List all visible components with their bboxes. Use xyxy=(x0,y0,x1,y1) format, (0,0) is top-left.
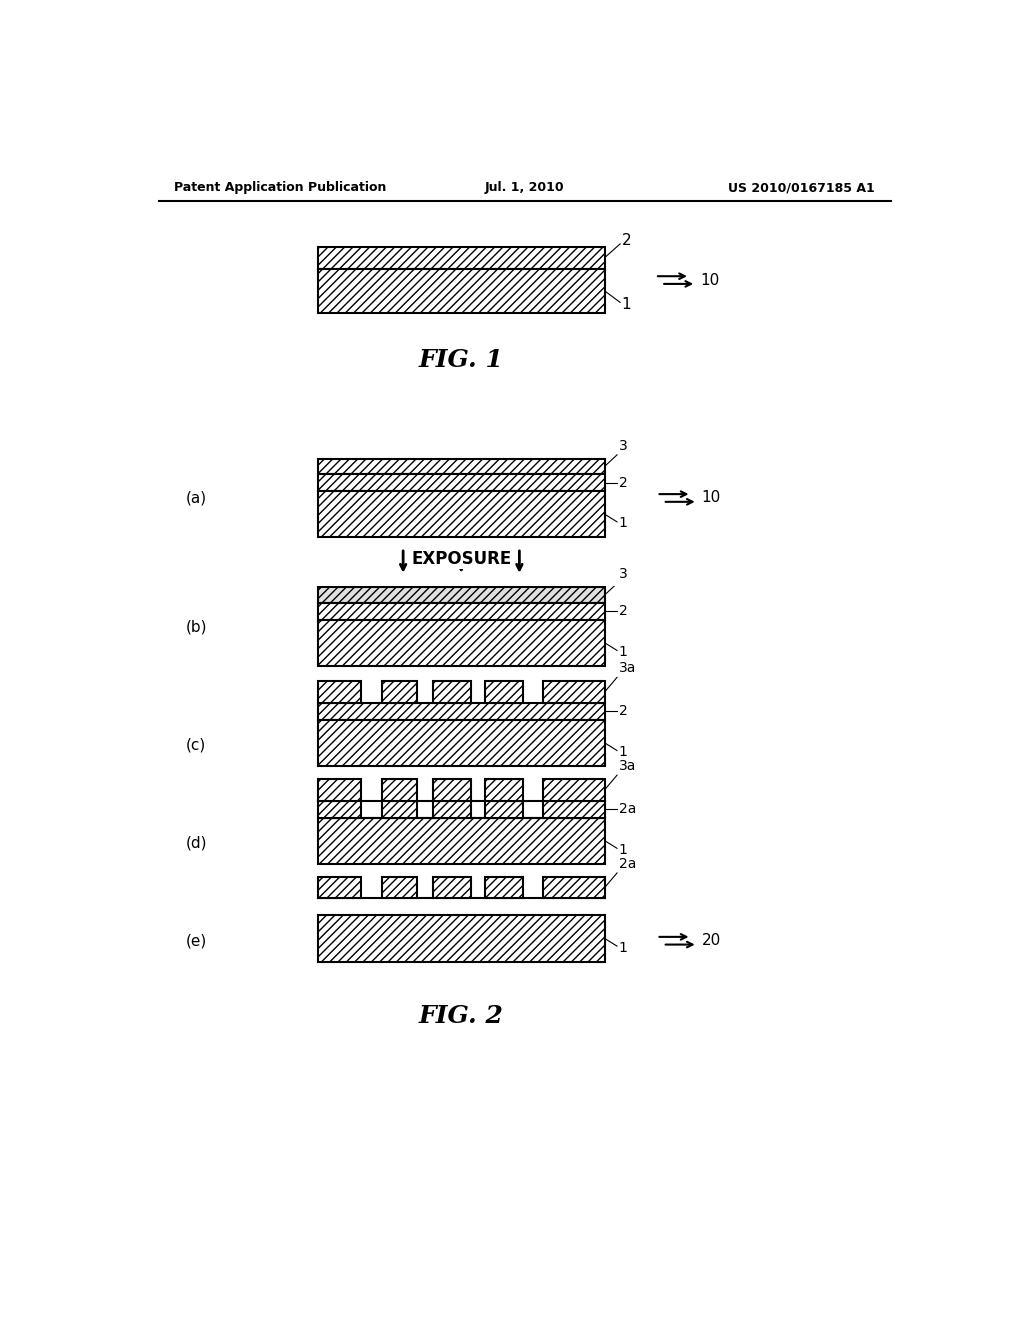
Bar xyxy=(382,876,417,899)
Bar xyxy=(432,800,471,817)
Bar xyxy=(543,876,604,899)
Bar xyxy=(432,876,471,899)
Bar xyxy=(317,800,360,817)
Bar xyxy=(543,779,604,800)
Bar xyxy=(432,779,471,800)
Text: 2: 2 xyxy=(622,234,632,248)
Text: FIG. 2: FIG. 2 xyxy=(419,1003,504,1028)
Text: Jul. 1, 2010: Jul. 1, 2010 xyxy=(485,181,564,194)
Text: 1: 1 xyxy=(618,645,628,659)
Text: 2: 2 xyxy=(618,475,628,490)
Bar xyxy=(382,681,417,702)
Bar xyxy=(317,491,604,537)
Text: 2: 2 xyxy=(618,705,628,718)
Text: ↓EXPO|SURE↓: ↓EXPO|SURE↓ xyxy=(456,558,466,560)
Bar xyxy=(317,779,360,800)
Text: (b): (b) xyxy=(186,619,208,634)
Bar xyxy=(317,719,604,766)
Bar xyxy=(432,681,471,702)
Bar xyxy=(317,603,604,619)
Text: 2a: 2a xyxy=(618,803,636,816)
Bar xyxy=(382,779,417,800)
Text: (a): (a) xyxy=(186,491,207,506)
Text: 1: 1 xyxy=(618,744,628,759)
Text: 20: 20 xyxy=(701,933,721,948)
Bar xyxy=(317,876,360,899)
Bar xyxy=(317,702,604,719)
Bar xyxy=(543,800,604,817)
Bar xyxy=(484,681,523,702)
Text: 2a: 2a xyxy=(618,857,636,871)
Bar xyxy=(317,587,604,603)
Bar xyxy=(317,817,604,863)
Text: EXPOSURE: EXPOSURE xyxy=(411,550,511,568)
Bar xyxy=(317,459,604,474)
Bar xyxy=(543,681,604,702)
Text: ↓EXPO|SURE↓: ↓EXPO|SURE↓ xyxy=(389,550,534,568)
Text: 1: 1 xyxy=(622,297,632,313)
Bar xyxy=(484,779,523,800)
Text: EXPOSURE: EXPOSURE xyxy=(411,550,511,568)
Text: US 2010/0167185 A1: US 2010/0167185 A1 xyxy=(728,181,876,194)
Bar xyxy=(317,681,360,702)
Text: 3a: 3a xyxy=(618,661,636,675)
Text: 1: 1 xyxy=(618,516,628,531)
Text: FIG. 1: FIG. 1 xyxy=(419,348,504,372)
Bar xyxy=(382,800,417,817)
Text: 3: 3 xyxy=(618,568,628,581)
Text: Patent Application Publication: Patent Application Publication xyxy=(174,181,387,194)
Text: 1: 1 xyxy=(618,843,628,857)
Bar xyxy=(317,247,604,268)
Text: (e): (e) xyxy=(186,933,208,948)
Bar xyxy=(484,876,523,899)
Bar xyxy=(317,474,604,491)
Text: 2: 2 xyxy=(618,605,628,618)
Text: 1: 1 xyxy=(618,941,628,954)
Text: 3: 3 xyxy=(618,438,628,453)
Bar xyxy=(317,268,604,313)
Text: 3a: 3a xyxy=(618,759,636,774)
Bar xyxy=(317,619,604,665)
Bar xyxy=(484,800,523,817)
Text: (d): (d) xyxy=(186,836,208,850)
Text: (c): (c) xyxy=(186,738,207,752)
Text: 10: 10 xyxy=(700,272,719,288)
Text: 10: 10 xyxy=(701,491,721,506)
Bar xyxy=(302,539,621,586)
Bar xyxy=(317,915,604,961)
